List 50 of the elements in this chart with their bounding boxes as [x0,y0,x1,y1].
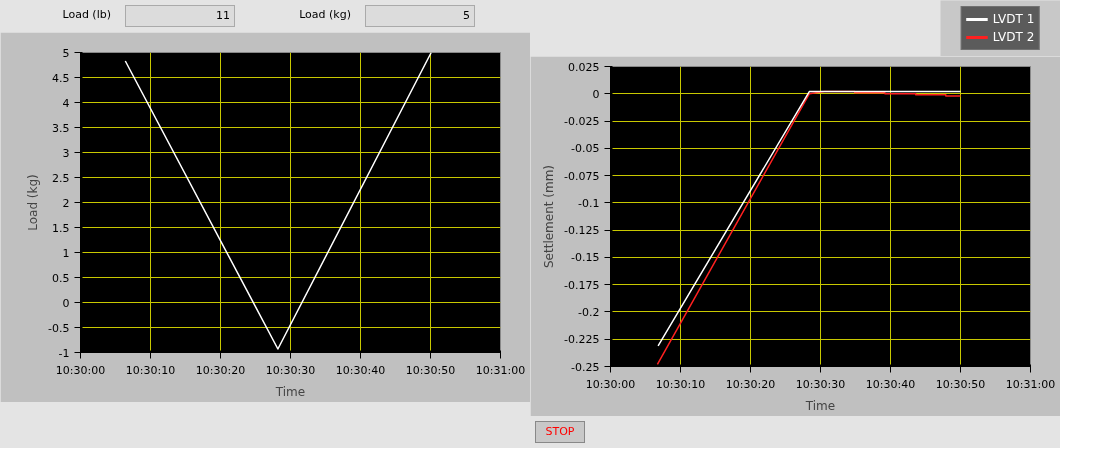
y-axis-title: Settlement (mm) [542,164,557,269]
x-tick-label: 10:31:00 [475,363,526,377]
y-tick-label: 5 [62,46,70,60]
y-tick-label: 0 [592,87,600,101]
legend-label: LVDT 1 [992,11,1035,27]
x-tick-label: 10:30:40 [335,363,386,377]
x-tick-label: 10:30:40 [865,377,916,391]
x-tick-label: 10:30:30 [795,377,846,391]
y-tick-label: 0 [62,296,70,310]
y-tick-label: -0.15 [571,251,600,265]
x-axis-title: Time [804,398,836,413]
y-tick-label: 2 [62,196,70,210]
y-tick-label: -0.175 [564,278,600,292]
x-axis-title: Time [274,384,306,399]
y-tick-label: -0.1 [578,196,600,210]
y-tick-label: 4.5 [52,71,70,85]
x-tick-label: 10:30:20 [725,377,776,391]
text: Load (kg) [299,7,351,23]
text: Load (lb) [62,7,111,23]
y-tick-label: 1 [62,246,70,260]
y-axis-title: Load (kg) [26,173,41,231]
y-tick-label: 4 [62,96,70,110]
y-tick-label: -0.125 [564,224,600,238]
y-tick-label: 2.5 [52,171,70,185]
x-tick-label: 10:30:10 [125,363,176,377]
y-tick-label: -0.25 [571,360,600,374]
x-tick-label: 10:30:50 [935,377,986,391]
text: STOP [545,424,575,440]
x-tick-label: 10:30:00 [55,363,106,377]
legend-label: LVDT 2 [992,29,1035,45]
y-tick-label: 0.025 [568,60,600,74]
x-tick-label: 10:31:00 [1005,377,1056,391]
x-tick-label: 10:30:30 [265,363,316,377]
text: 5 [463,8,470,24]
y-tick-label: 3 [62,146,70,160]
y-tick-label: -0.225 [564,333,600,347]
y-tick-label: 0.5 [52,271,70,285]
x-tick-label: 10:30:20 [195,363,246,377]
y-tick-label: -0.025 [564,115,600,129]
x-tick-label: 10:30:50 [405,363,456,377]
y-tick-label: -1 [58,346,70,360]
y-tick-label: -0.075 [564,169,600,183]
y-tick-label: -0.5 [48,321,70,335]
text: 11 [216,8,230,24]
x-tick-label: 10:30:10 [655,377,706,391]
y-tick-label: 3.5 [52,121,70,135]
y-tick-label: 1.5 [52,221,70,235]
y-tick-label: -0.05 [571,142,600,156]
y-tick-label: -0.2 [578,305,600,319]
x-tick-label: 10:30:00 [585,377,636,391]
